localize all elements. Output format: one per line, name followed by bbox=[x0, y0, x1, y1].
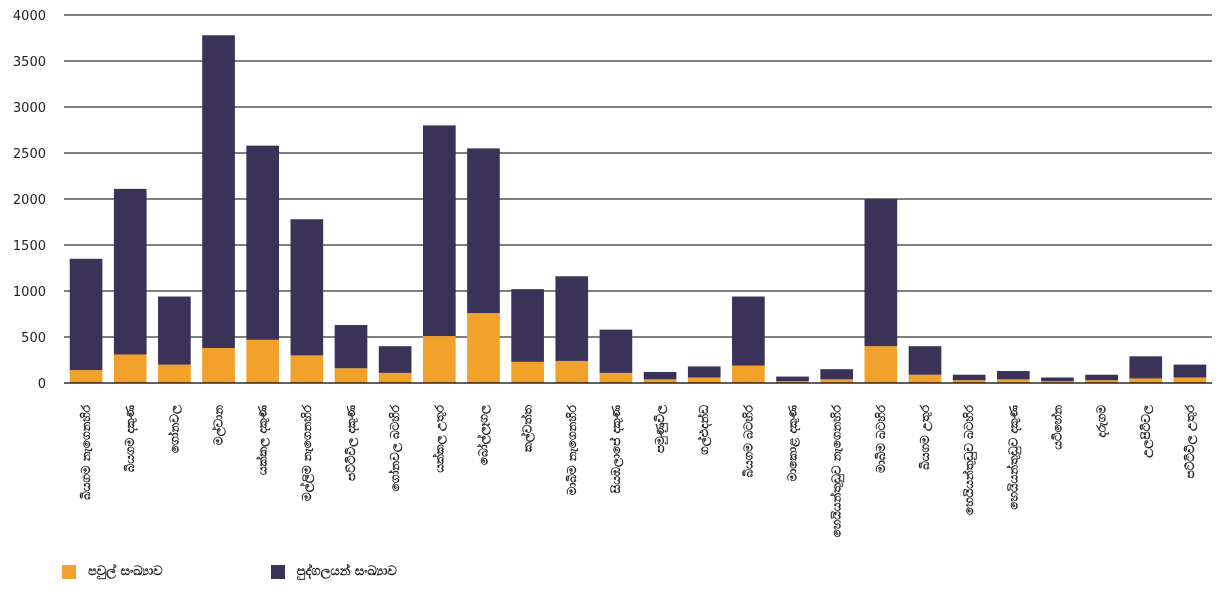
bar-persons bbox=[643, 371, 677, 380]
bar-persons bbox=[732, 296, 765, 366]
bar-persons bbox=[687, 366, 721, 378]
bar-persons bbox=[334, 325, 368, 369]
x-axis-labels: බියගම නැගෙනහිර බියගම දකුණ ගෝනවල මල්වාන යක්කල… bbox=[79, 404, 1199, 537]
bar-persons bbox=[422, 125, 456, 337]
x-category-label: බියගම උතුර bbox=[918, 404, 934, 469]
x-category-label: පට්ටිවිල උතුර bbox=[1183, 404, 1199, 478]
bar-persons bbox=[246, 145, 280, 340]
bar-persons bbox=[599, 329, 633, 373]
bar-persons bbox=[202, 35, 235, 349]
bar-families bbox=[202, 348, 235, 383]
x-category-label: යක්කල උතුර bbox=[432, 404, 448, 472]
bar-families bbox=[511, 361, 544, 383]
x-category-label: මාකොළ දකුණ bbox=[786, 404, 802, 481]
bar-persons bbox=[113, 188, 147, 355]
bar-families bbox=[996, 379, 1030, 383]
x-category-label: හෙයියන්තුඩුව නැගෙනහිර bbox=[830, 404, 846, 537]
bar-families bbox=[467, 313, 500, 383]
x-category-label: යටිහේන bbox=[1050, 405, 1064, 450]
legend-item-families: පවුල් සංඛ්‍යාව bbox=[62, 564, 163, 579]
x-category-label: කල්වත්ත bbox=[520, 405, 536, 453]
x-category-label: මාබිම බටහිර bbox=[874, 404, 888, 473]
bar-families bbox=[1041, 381, 1074, 383]
bar-persons bbox=[908, 346, 942, 375]
bar-persons bbox=[467, 148, 500, 314]
bar-families bbox=[290, 355, 324, 383]
bar-families bbox=[820, 379, 854, 383]
y-tick-label: 1500 bbox=[13, 239, 46, 254]
x-category-label: සියඹලාපේ දකුණ bbox=[609, 404, 625, 493]
x-category-label: ගෝනවල බටහිර bbox=[388, 404, 404, 491]
bar-families bbox=[952, 380, 986, 383]
x-category-label: උලපිටිවල bbox=[1139, 404, 1155, 458]
bar-persons bbox=[1129, 356, 1163, 379]
x-category-label: මාබිම නැගෙනහිර bbox=[565, 404, 579, 495]
bar-persons bbox=[290, 219, 324, 356]
bar-families bbox=[158, 364, 191, 383]
bar-persons bbox=[776, 376, 809, 382]
bar-families bbox=[864, 346, 898, 383]
x-category-label: බියගම නැගෙනහිර bbox=[79, 404, 93, 500]
y-tick-label: 1000 bbox=[13, 285, 46, 300]
x-category-label: දරුගම bbox=[1095, 405, 1110, 438]
bar-families bbox=[776, 381, 809, 383]
x-category-label: මල්වාන bbox=[211, 405, 227, 445]
bar-families bbox=[687, 377, 721, 383]
bar-families bbox=[1129, 378, 1163, 383]
bar-persons bbox=[378, 346, 412, 373]
bar-persons bbox=[69, 258, 103, 371]
gridlines bbox=[64, 14, 1212, 338]
bar-persons bbox=[1041, 377, 1074, 382]
x-category-label: පට්ටිවිල දකුණ bbox=[344, 404, 360, 480]
bar-families bbox=[1085, 380, 1118, 383]
bar-families bbox=[908, 374, 942, 383]
bar-persons bbox=[820, 369, 854, 380]
x-category-label: හෙයියන්තුඩුව දකුණ bbox=[1006, 404, 1022, 509]
bar-families bbox=[555, 360, 589, 383]
x-category-label: ගල්එදන්ඩ bbox=[697, 405, 713, 455]
legend-swatch-families bbox=[62, 564, 76, 579]
y-tick-label: 2500 bbox=[13, 147, 46, 162]
x-category-label: පමුණුවිල bbox=[653, 404, 669, 453]
x-category-label: හෙයියන්තුඩුව බටහිර bbox=[962, 404, 978, 515]
bar-families bbox=[378, 372, 412, 383]
bar-persons bbox=[996, 371, 1030, 380]
legend-label-families: පවුල් සංඛ්‍යාව bbox=[88, 564, 163, 579]
legend-label-persons: පුද්ගලයන් සංඛ්‍යාව bbox=[296, 564, 397, 579]
bar-persons bbox=[1085, 374, 1118, 381]
x-category-label: බියගම දකුණ bbox=[123, 404, 138, 472]
y-tick-label: 2000 bbox=[13, 193, 46, 208]
y-tick-label: 3000 bbox=[13, 101, 46, 116]
bar-families bbox=[422, 336, 456, 383]
y-tick-label: 0 bbox=[38, 377, 46, 392]
stacked-bar-chart: 0 500 1000 1500 2000 2500 3000 3500 4000 බියගම න… bbox=[13, 9, 1212, 537]
bar-families bbox=[246, 339, 280, 383]
bar-persons bbox=[158, 296, 191, 365]
y-axis-ticks: 0 500 1000 1500 2000 2500 3000 3500 4000 bbox=[13, 9, 46, 392]
bar-families bbox=[69, 370, 103, 383]
bar-families bbox=[1173, 377, 1207, 383]
x-category-label: බෝල්ලෑගල bbox=[476, 404, 492, 465]
bar-families bbox=[643, 379, 677, 383]
bar-families bbox=[334, 368, 368, 383]
bars bbox=[69, 35, 1207, 383]
x-category-label: යක්කල දකුණ bbox=[256, 404, 272, 475]
legend: පවුල් සංඛ්‍යාව පුද්ගලයන් සංඛ්‍යාව bbox=[62, 564, 397, 579]
bar-persons bbox=[555, 276, 589, 361]
y-tick-label: 500 bbox=[21, 331, 46, 346]
y-tick-label: 3500 bbox=[13, 55, 46, 70]
x-category-label: ගෝනවල bbox=[167, 404, 183, 453]
bar-persons bbox=[511, 289, 544, 362]
bar-persons bbox=[1173, 364, 1207, 378]
bar-families bbox=[599, 372, 633, 383]
bar-families bbox=[732, 365, 765, 383]
y-tick-label: 4000 bbox=[13, 9, 46, 24]
x-category-label: බියගම බටහිර bbox=[741, 404, 755, 477]
bar-persons bbox=[864, 199, 898, 347]
bar-families bbox=[113, 354, 147, 383]
bar-persons bbox=[952, 374, 986, 381]
x-category-label: මල්ලිම නැගෙනහිර bbox=[300, 404, 316, 501]
legend-swatch-persons bbox=[270, 564, 285, 579]
legend-item-persons: පුද්ගලයන් සංඛ්‍යාව bbox=[270, 564, 397, 579]
